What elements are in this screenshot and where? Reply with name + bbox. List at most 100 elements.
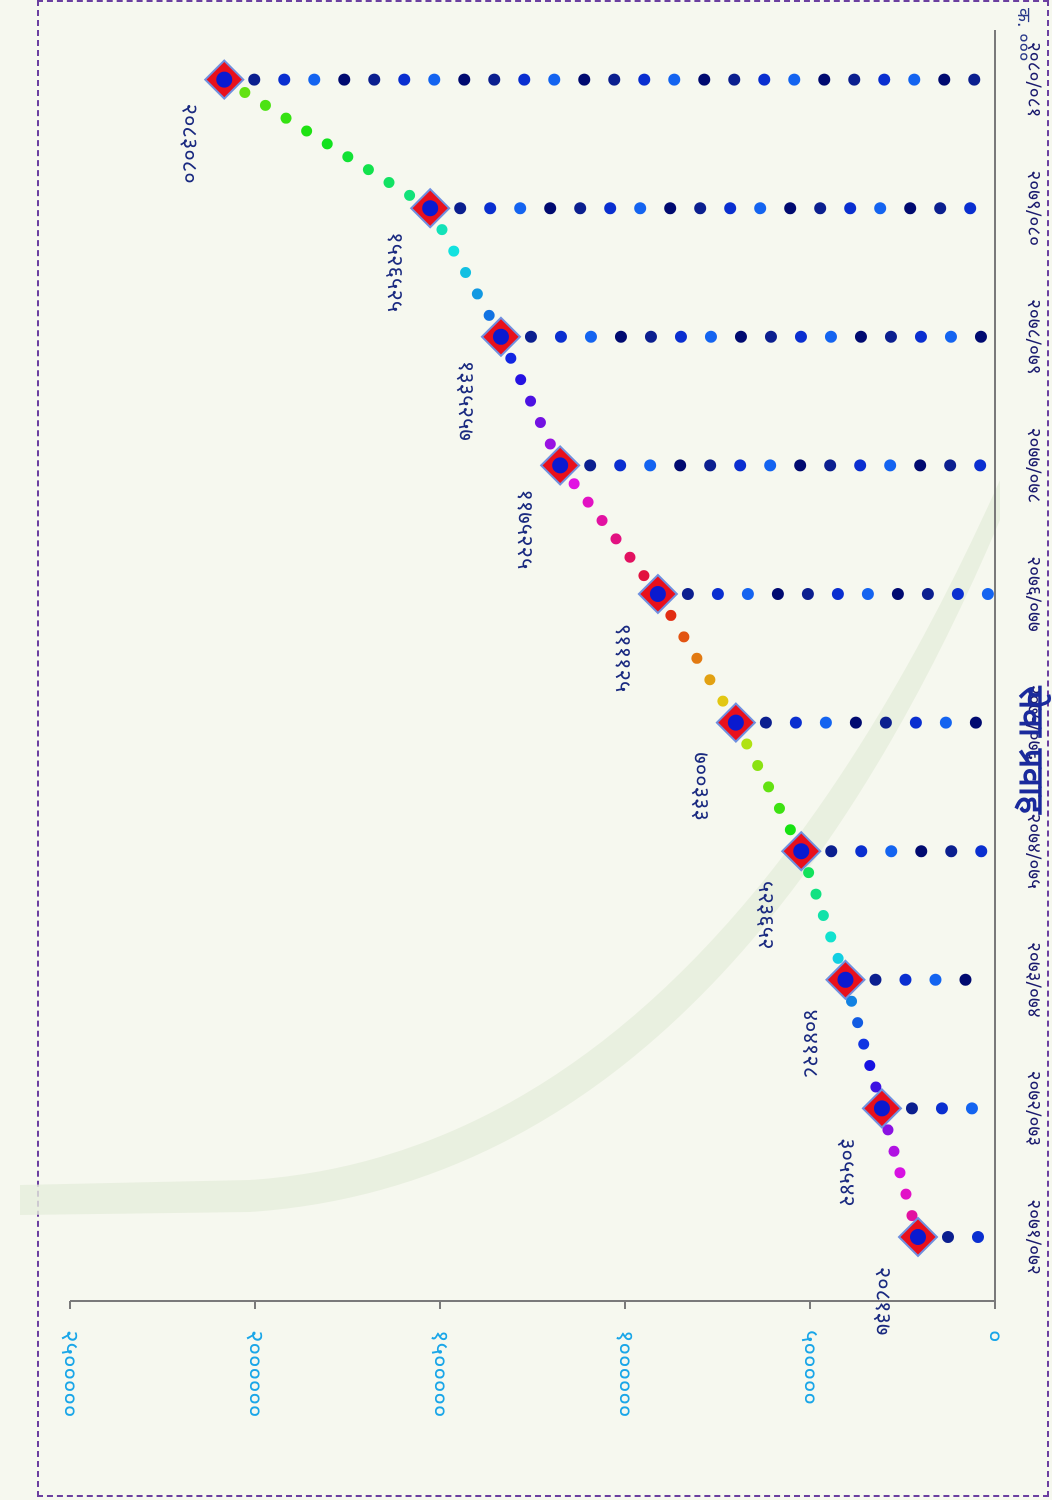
- drop-dot: [981, 588, 994, 600]
- connector-dot: [525, 395, 537, 407]
- connector-dot: [704, 674, 716, 686]
- category-tick-label: २०७९/०८०: [1023, 170, 1045, 246]
- drop-dot: [764, 330, 777, 343]
- connector-dot: [763, 781, 775, 793]
- drop-dot: [914, 459, 927, 472]
- drop-dot: [794, 330, 807, 343]
- drop-dot: [819, 716, 832, 729]
- data-labels: २०८१३७ ३०५५४२ ४०४१२८ ५२३६५२ ७००३३३ ९१११२५ ११७५…: [176, 104, 895, 1336]
- drop-dot: [814, 202, 827, 215]
- connector-dot: [803, 867, 815, 879]
- data-point-center: [727, 714, 744, 731]
- drop-dot: [969, 716, 982, 729]
- drop-dot: [681, 588, 694, 600]
- drop-dot: [308, 73, 321, 86]
- drop-dot: [818, 73, 831, 86]
- drop-dot: [789, 716, 802, 729]
- connector-dot: [342, 151, 354, 163]
- value-tick-label: ५०००००: [796, 1330, 824, 1405]
- drop-dot: [861, 588, 874, 600]
- drop-dot: [854, 330, 867, 343]
- data-label: ३०५५४२: [834, 1138, 859, 1207]
- connector-dot: [752, 759, 764, 771]
- drop-dot: [879, 716, 892, 729]
- drop-dot: [854, 459, 867, 472]
- connector-dot: [691, 652, 703, 664]
- series: [203, 59, 994, 1258]
- connector-dot: [383, 176, 395, 188]
- drop-dot: [831, 588, 844, 600]
- drop-dot: [801, 588, 814, 600]
- connector-dot: [870, 1081, 882, 1093]
- drop-dot: [694, 202, 707, 215]
- category-tick-label: २०७१/०७२: [1023, 1199, 1045, 1275]
- drop-dot: [488, 73, 501, 86]
- connector-dot: [505, 352, 517, 364]
- drop-dot: [454, 202, 467, 215]
- connector-dot: [810, 888, 822, 900]
- drop-dot: [884, 459, 897, 472]
- drop-dot: [945, 845, 958, 858]
- drop-dot: [728, 73, 741, 86]
- drop-dot: [704, 330, 717, 343]
- drop-dot: [951, 588, 964, 600]
- drop-dot: [644, 459, 657, 472]
- connector-dot: [239, 86, 251, 98]
- value-tick-label: १५०००००: [426, 1330, 454, 1417]
- drop-dot: [634, 202, 647, 215]
- drop-dot: [578, 73, 591, 86]
- drop-dot: [584, 459, 597, 472]
- connector-dot: [846, 995, 858, 1007]
- category-tick-label: २०७४/०७५: [1023, 813, 1045, 889]
- drop-dot: [668, 73, 681, 86]
- drop-dot: [878, 73, 891, 86]
- connector-dot: [906, 1210, 918, 1222]
- value-tick-label: १००००००: [611, 1330, 639, 1417]
- connector-dot: [515, 374, 527, 386]
- connector-dot: [471, 288, 483, 300]
- connector-dot: [825, 931, 837, 943]
- drop-dot: [664, 202, 677, 215]
- connector-dot: [259, 99, 271, 111]
- connector-dot: [852, 1017, 864, 1029]
- drop-dot: [904, 202, 917, 215]
- data-label: २०८१३७: [870, 1267, 895, 1336]
- connector-dot: [717, 695, 729, 707]
- drop-dot: [544, 202, 557, 215]
- drop-dot: [458, 73, 471, 86]
- drop-dot: [788, 73, 801, 86]
- drop-dot: [909, 716, 922, 729]
- drop-dot: [974, 459, 987, 472]
- value-tick-label: ०: [981, 1330, 1009, 1342]
- drop-dot: [905, 1102, 918, 1115]
- data-point-center: [649, 586, 666, 602]
- connector-dot: [894, 1167, 906, 1179]
- drop-dot: [908, 73, 921, 86]
- drop-dot: [764, 459, 777, 472]
- drop-dot: [698, 73, 711, 86]
- value-tick-label: २५०००००: [56, 1330, 84, 1417]
- data-point-center: [837, 971, 854, 988]
- drop-dot: [874, 202, 887, 215]
- drop-dot: [711, 588, 724, 600]
- connector-dot: [665, 609, 677, 621]
- axes: [69, 30, 996, 1309]
- connector-dot: [544, 438, 556, 450]
- drop-dot: [824, 459, 837, 472]
- drop-dot: [971, 1231, 984, 1243]
- connector-dot: [638, 570, 650, 582]
- drop-dot: [844, 202, 857, 215]
- drop-dot: [784, 202, 797, 215]
- drop-dot: [584, 330, 597, 343]
- data-label: ७००३३३: [688, 752, 713, 821]
- connector-dot: [301, 125, 313, 137]
- category-tick-label: २०७५/०७६: [1023, 685, 1045, 761]
- connector-dot: [784, 824, 796, 836]
- drop-dot: [608, 73, 621, 86]
- drop-dot: [974, 330, 987, 343]
- drop-dot: [524, 330, 537, 343]
- drop-dot: [759, 716, 772, 729]
- connector-dot: [321, 138, 333, 150]
- data-point-center: [873, 1100, 890, 1117]
- drop-dot: [638, 73, 651, 86]
